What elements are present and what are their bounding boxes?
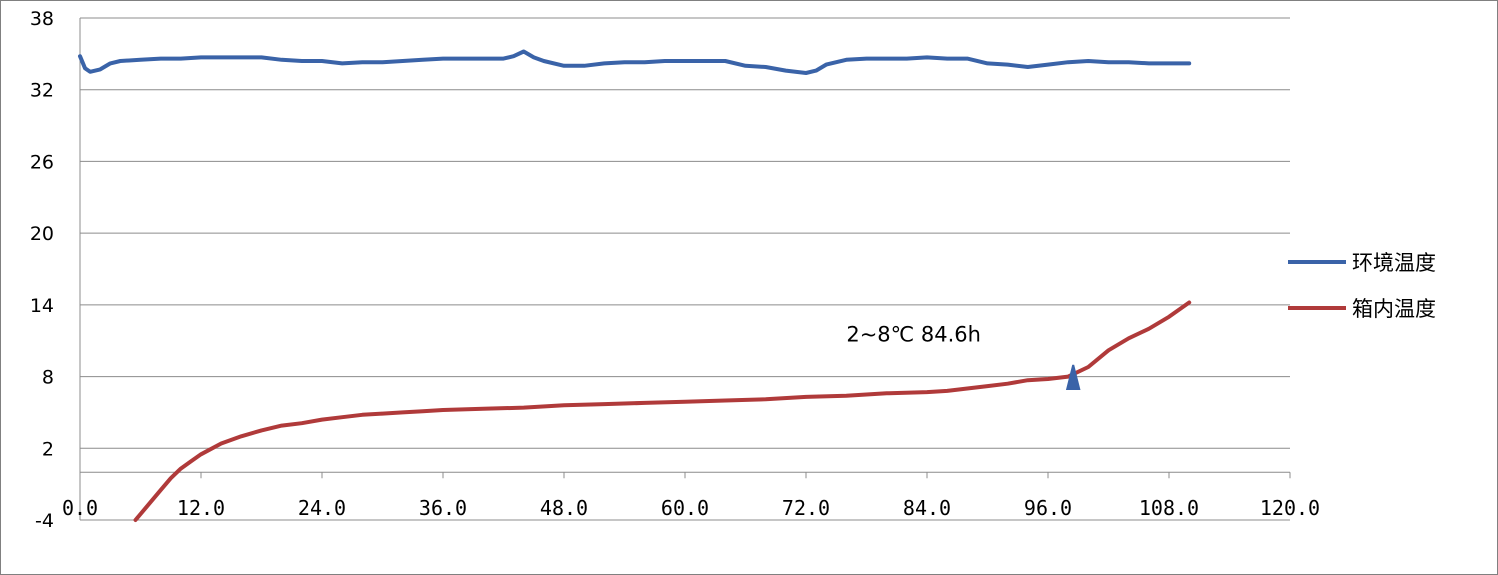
y-tick-label: 26 [30,151,54,173]
gridlines [80,17,1290,521]
series-lines [78,49,1192,522]
legend-label-1: 环境温度 [1352,251,1436,275]
x-tick-label: 60.0 [661,496,709,520]
y-tick-label: 8 [42,367,54,389]
y-tick-label: 32 [30,80,54,102]
annotation-label: 2~8℃ 84.6h [846,323,981,347]
x-tick-label: 96.0 [1024,496,1072,520]
y-axis-ticks: -4 2 8 14 20 26 32 38 [30,8,54,532]
y-tick-label: -4 [35,510,54,532]
series-line-1 [78,49,1192,75]
x-tick-label: 120.0 [1260,496,1320,520]
threshold-marker [1065,364,1081,390]
y-tick-label: 14 [30,295,54,317]
x-tick-label: 12.0 [177,496,225,520]
x-axis-ticks: 0.0 12.0 24.0 36.0 48.0 60.0 72.0 84.0 96.0 108.0… [62,472,1320,520]
x-tick-label: 48.0 [540,496,588,520]
y-tick-label: 2 [42,438,54,460]
y-tick-label: 38 [30,8,54,30]
series-line-2 [133,300,1192,522]
legend-label-2: 箱内温度 [1352,297,1436,321]
x-tick-label: 108.0 [1139,496,1199,520]
annotations: 2~8℃ 84.6h [846,323,1081,390]
x-tick-label: 36.0 [419,496,467,520]
x-tick-label: 0.0 [62,496,98,520]
x-tick-label: 72.0 [782,496,830,520]
x-tick-label: 24.0 [298,496,346,520]
axes [79,18,1290,520]
y-tick-label: 20 [30,223,54,245]
x-tick-label: 84.0 [903,496,951,520]
